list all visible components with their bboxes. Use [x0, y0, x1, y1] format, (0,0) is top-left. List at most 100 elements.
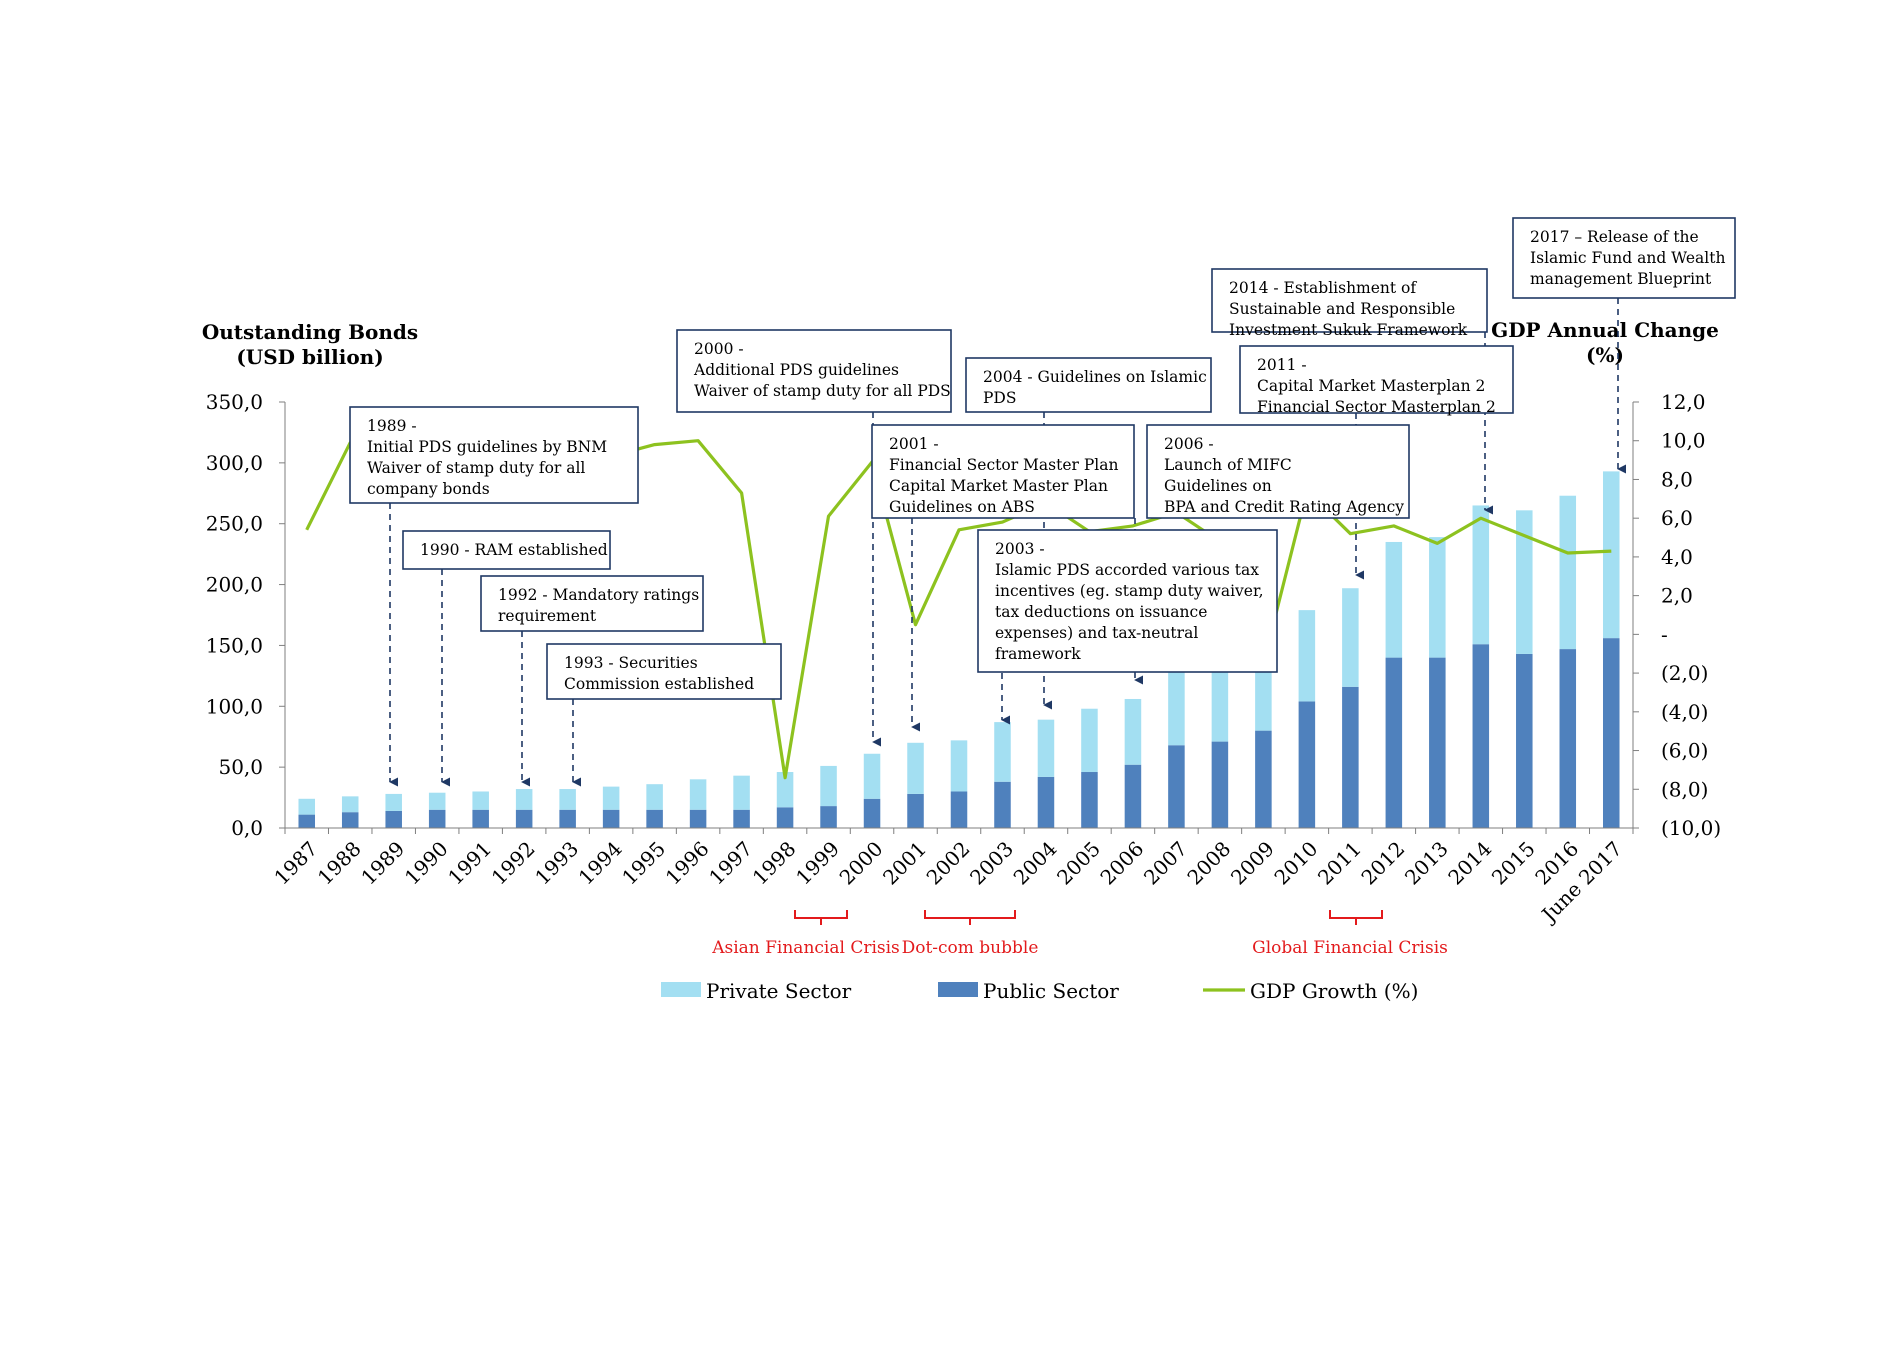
- bar-public-sector: [341, 812, 359, 828]
- bar-private-sector: [994, 722, 1011, 782]
- annotation-text: 2003 -: [995, 540, 1045, 558]
- left-tick-label: 50,0: [218, 755, 263, 779]
- x-tick-label: 1996: [661, 837, 714, 890]
- x-tick-label: 2009: [1226, 837, 1279, 890]
- bar-public-sector: [646, 809, 663, 828]
- annotation-box: [1211, 268, 1488, 333]
- legend-swatch-bar: [938, 982, 978, 997]
- annotation-box: [1512, 217, 1736, 299]
- left-axis-title: Outstanding Bonds: [202, 320, 418, 344]
- x-tick-label: 2006: [1096, 837, 1149, 890]
- annotation-text: expenses) and tax-neutral: [995, 624, 1198, 642]
- x-tick-label: 2008: [1182, 837, 1235, 890]
- left-tick-label: 300,0: [206, 451, 263, 475]
- crisis-label: Asian Financial Crisis: [711, 938, 900, 958]
- bar-public-sector: [1516, 653, 1533, 828]
- bar-private-sector: [950, 740, 968, 792]
- bar-public-sector: [1559, 649, 1577, 828]
- left-tick-label: 150,0: [206, 633, 263, 657]
- bar-public-sector: [820, 806, 837, 828]
- x-tick-label: 2005: [1052, 837, 1105, 890]
- x-tick-label: 2010: [1269, 837, 1322, 890]
- bar-private-sector: [776, 772, 794, 808]
- bar-public-sector: [907, 793, 924, 828]
- x-tick-label: 2015: [1487, 837, 1540, 890]
- annotation-text: Waiver of stamp duty for all PDS: [694, 382, 951, 400]
- bar-private-sector: [298, 798, 316, 815]
- annotation-text: Financial Sector Master Plan: [889, 456, 1118, 474]
- annotation-text: tax deductions on issuance: [995, 603, 1207, 621]
- annotation-box: [965, 357, 1212, 413]
- bar-public-sector: [428, 809, 446, 828]
- bar-private-sector: [602, 786, 620, 810]
- bar-public-sector: [1037, 776, 1055, 828]
- right-tick-label: (2,0): [1661, 661, 1708, 685]
- annotation-text: company bonds: [367, 480, 490, 498]
- bar-private-sector: [472, 791, 489, 810]
- annotation-text: 2001 -: [889, 435, 939, 453]
- crisis-label: Global Financial Crisis: [1252, 938, 1448, 958]
- x-tick-label: 1998: [748, 837, 801, 890]
- bar-public-sector: [1168, 745, 1185, 828]
- crisis-bracket: [924, 910, 1016, 925]
- bar-private-sector: [1385, 541, 1403, 658]
- annotation-box: [977, 529, 1278, 673]
- x-tick-label: 2012: [1356, 837, 1409, 890]
- x-tick-label: 2013: [1400, 837, 1453, 890]
- annotation-text: incentives (eg. stamp duty waiver,: [995, 582, 1264, 600]
- left-tick-label: 250,0: [206, 512, 263, 536]
- x-tick-label: 2011: [1313, 837, 1366, 890]
- bar-private-sector: [1472, 505, 1490, 645]
- bar-public-sector: [994, 781, 1011, 828]
- bar-private-sector: [907, 742, 924, 794]
- annotation-text: 2011 -: [1257, 356, 1307, 374]
- x-tick-label: 1992: [487, 837, 540, 890]
- bar-private-sector: [1429, 537, 1446, 658]
- x-tick-label: 1997: [704, 837, 757, 890]
- annotation-text: 2014 - Establishment of: [1229, 279, 1417, 297]
- annotation-text: 1993 - Securities: [564, 654, 698, 672]
- bar-private-sector: [515, 789, 533, 810]
- annotation-text: 2000 -: [694, 340, 744, 358]
- annotation-text: Guidelines on ABS: [889, 498, 1035, 516]
- crisis-bracket: [1329, 910, 1383, 925]
- x-tick-label: 1989: [356, 837, 409, 890]
- annotation-text: Launch of MIFC: [1164, 456, 1292, 474]
- x-tick-label: 1994: [574, 837, 627, 890]
- x-tick-label: 2007: [1139, 837, 1192, 890]
- bar-public-sector: [602, 809, 620, 828]
- x-tick-label: 1991: [443, 837, 496, 890]
- annotation-text: Investment Sukuk Framework: [1229, 321, 1468, 339]
- left-tick-label: 0,0: [231, 816, 263, 840]
- bar-private-sector: [689, 779, 707, 810]
- right-tick-label: 4,0: [1661, 545, 1693, 569]
- x-tick-label: 1987: [269, 837, 322, 890]
- crisis-label: Dot-com bubble: [902, 938, 1039, 958]
- right-tick-label: (8,0): [1661, 777, 1708, 801]
- right-tick-label: 2,0: [1661, 584, 1693, 608]
- bar-private-sector: [863, 753, 881, 799]
- bar-private-sector: [1124, 698, 1142, 765]
- bar-public-sector: [559, 809, 576, 828]
- bar-private-sector: [1037, 719, 1055, 777]
- annotation-text: 1992 - Mandatory ratings: [498, 586, 699, 604]
- annotation-text: Financial Sector Masterplan 2: [1257, 398, 1496, 416]
- legend-label: Public Sector: [983, 979, 1119, 1003]
- annotation-text: Commission established: [564, 675, 754, 693]
- bar-private-sector: [1516, 510, 1533, 654]
- bar-public-sector: [1429, 657, 1446, 828]
- x-tick-label: 2002: [922, 837, 975, 890]
- right-tick-label: 8,0: [1661, 467, 1693, 491]
- x-tick-label: 1990: [400, 837, 453, 890]
- x-tick-label: 1999: [791, 837, 844, 890]
- bar-public-sector: [1602, 638, 1620, 828]
- left-tick-label: 350,0: [206, 390, 263, 414]
- bar-public-sector: [733, 809, 750, 828]
- annotation-text: 2006 -: [1164, 435, 1214, 453]
- annotation-text: Additional PDS guidelines: [693, 361, 899, 379]
- bar-public-sector: [1385, 657, 1403, 828]
- annotation-text: framework: [995, 645, 1081, 663]
- bar-public-sector: [950, 791, 968, 828]
- bar-public-sector: [1211, 741, 1229, 828]
